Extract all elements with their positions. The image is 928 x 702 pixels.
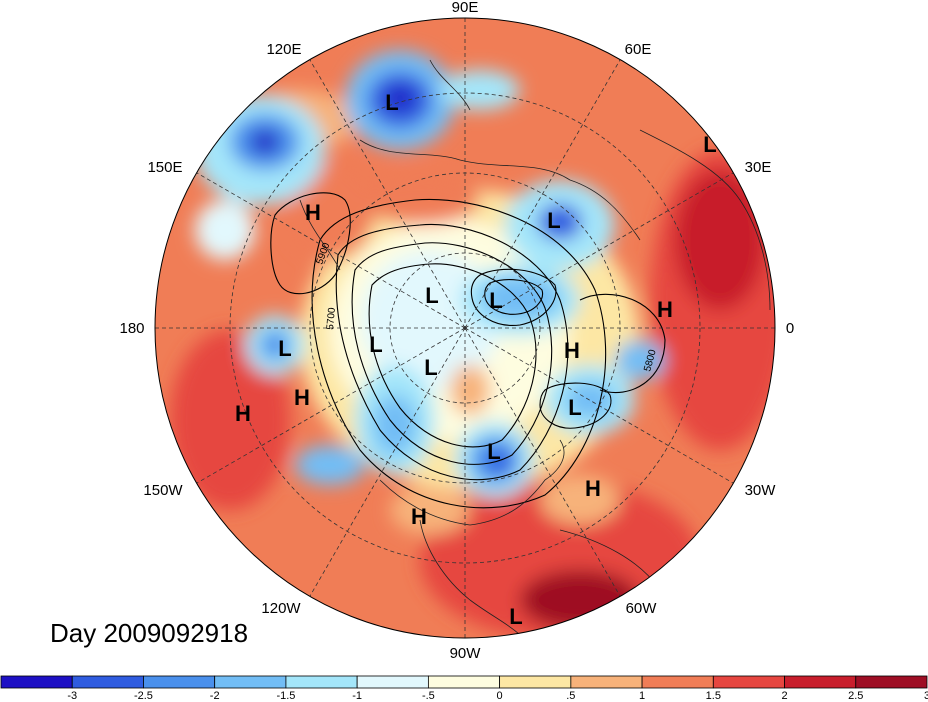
- low-center-label: L: [703, 132, 716, 157]
- colorbar-swatch: [570, 675, 643, 689]
- high-center-label: H: [294, 385, 310, 410]
- lon-label-30w: 30W: [745, 482, 777, 499]
- colorbar-tick-label: 0: [497, 690, 503, 702]
- low-center-label: L: [369, 332, 382, 357]
- lon-label-0: 0: [786, 320, 794, 337]
- low-center-label: L: [568, 395, 581, 420]
- high-center-label: H: [235, 401, 251, 426]
- low-center-label: L: [424, 355, 437, 380]
- colorbar-tick-label: 2: [781, 690, 787, 702]
- contour-label: 5700: [325, 307, 338, 331]
- colorbar-tick-label: 3: [924, 690, 928, 702]
- high-center-label: H: [657, 297, 673, 322]
- date-label: Day 2009092918: [50, 618, 249, 648]
- lon-label-90w: 90W: [450, 645, 482, 662]
- colorbar-swatch: [71, 675, 144, 689]
- lon-label-60e: 60E: [625, 41, 652, 58]
- colorbar-swatch: [499, 675, 572, 689]
- colorbar-tick-label: -1.5: [276, 690, 295, 702]
- lon-label-60w: 60W: [626, 600, 658, 617]
- colorbar-swatch: [356, 675, 429, 689]
- colorbar-tick-label: -.5: [422, 690, 435, 702]
- lon-label-150e: 150E: [147, 159, 182, 176]
- high-center-label: H: [564, 338, 580, 363]
- height-contours: [270, 192, 666, 509]
- lon-label-120w: 120W: [261, 600, 301, 617]
- lon-label-180: 180: [119, 320, 144, 337]
- colorbar-swatch: [0, 675, 73, 689]
- low-center-label: L: [509, 604, 522, 629]
- high-center-label: H: [305, 200, 321, 225]
- colorbar-swatch: [712, 675, 785, 689]
- anomaly-field: [155, 18, 775, 638]
- colorbar-tick-label: -2: [210, 690, 220, 702]
- colorbar-swatch: [855, 675, 928, 689]
- pressure-centers: L L L L L L L L L L L H H H H H H H: [235, 90, 717, 629]
- lon-label-30e: 30E: [745, 159, 772, 176]
- coastlines: [299, 59, 771, 636]
- colorbar-tick-label: 2.5: [848, 690, 863, 702]
- colorbar-swatch: [214, 675, 287, 689]
- low-center-label: L: [278, 336, 291, 361]
- colorbar-tick-label: -1: [352, 690, 362, 702]
- low-center-label: L: [385, 90, 398, 115]
- colorbar-swatch: [285, 675, 358, 689]
- colorbar-swatch: [784, 675, 857, 689]
- colorbar-tick-label: 1.5: [706, 690, 721, 702]
- low-center-label: L: [489, 288, 502, 313]
- high-center-label: H: [411, 504, 427, 529]
- longitude-labels: 90E 60E 30E 0 30W 60W 90W 120W 150W 180 …: [119, 0, 794, 662]
- colorbar-swatch: [427, 675, 501, 689]
- colorbar-tick-label: .5: [566, 690, 575, 702]
- high-center-label: H: [585, 476, 601, 501]
- colorbar-tick-label: 1: [639, 690, 645, 702]
- low-center-label: L: [425, 283, 438, 308]
- colorbar-tick-label: -2.5: [134, 690, 153, 702]
- lon-label-120e: 120E: [266, 41, 301, 58]
- colorbar-tick-label: -3: [67, 690, 77, 702]
- low-center-label: L: [487, 439, 500, 464]
- colorbar-swatch: [641, 675, 714, 689]
- map-border: [154, 17, 776, 639]
- colorbar: -3 -2.5 -2 -1.5 -1 -.5 0 .5 1 1.5 2 2.5 3: [0, 675, 928, 702]
- colorbar-swatch: [143, 675, 216, 689]
- lon-label-90e: 90E: [452, 0, 479, 16]
- low-center-label: L: [547, 208, 560, 233]
- graticule: [155, 18, 775, 638]
- lon-label-150w: 150W: [143, 482, 183, 499]
- contour-labels: 5900 5700 5800: [314, 241, 658, 373]
